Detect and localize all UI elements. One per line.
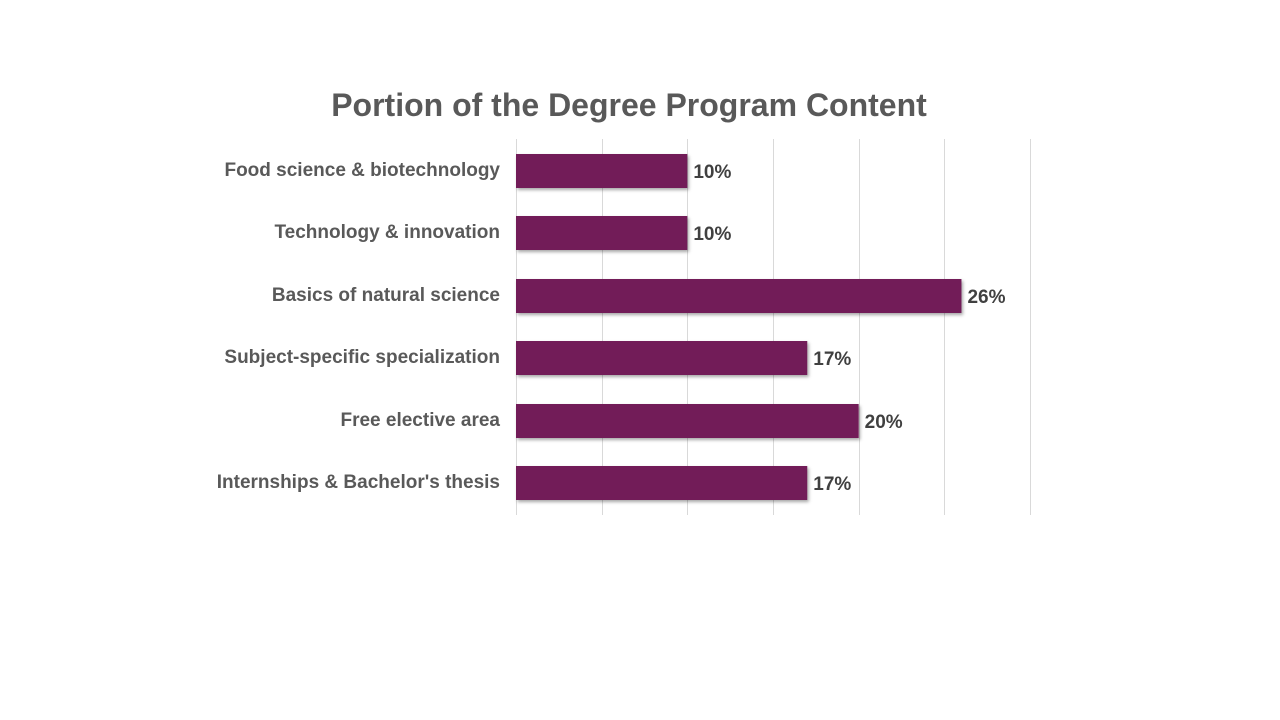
bar-1: [516, 216, 688, 250]
bar-5: [516, 466, 808, 500]
bar-0: [516, 154, 688, 188]
gridlines: [516, 139, 1031, 515]
data-label-1: 10%: [693, 224, 731, 245]
category-label-3: Subject-specific specialization: [224, 347, 500, 368]
category-label-1: Technology & innovation: [274, 222, 500, 243]
category-label-4: Free elective area: [340, 410, 500, 431]
category-label-2: Basics of natural science: [272, 285, 500, 306]
data-label-3: 17%: [813, 349, 851, 370]
bar-4: [516, 404, 859, 438]
category-label-0: Food science & biotechnology: [224, 160, 500, 181]
data-label-2: 26%: [967, 287, 1005, 308]
data-labels: 10% 10% 26% 17% 20% 17%: [693, 162, 1005, 495]
chart-title: Portion of the Degree Program Content: [331, 87, 927, 123]
bar-2: [516, 279, 962, 313]
data-label-4: 20%: [865, 412, 903, 433]
category-label-5: Internships & Bachelor's thesis: [217, 472, 500, 493]
category-labels: Food science & biotechnology Technology &…: [217, 160, 501, 493]
bars: [516, 154, 962, 500]
data-label-0: 10%: [693, 162, 731, 183]
data-label-5: 17%: [813, 474, 851, 495]
bar-3: [516, 341, 808, 375]
